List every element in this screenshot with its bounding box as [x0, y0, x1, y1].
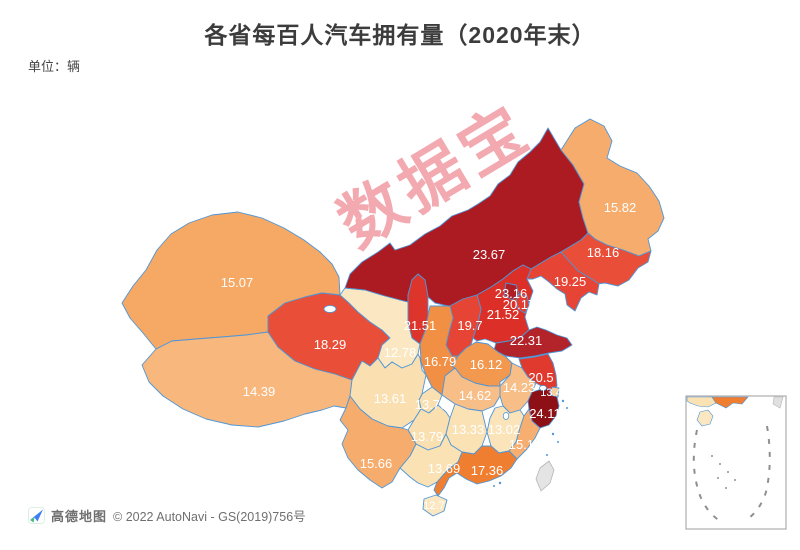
inset-dash-line-left: [692, 429, 724, 524]
label-hunan: 13.33: [452, 422, 485, 437]
label-neimenggu: 23.67: [473, 247, 506, 262]
qinghai-lake: [323, 305, 337, 313]
south-china-sea-inset: [685, 395, 787, 530]
label-hubei: 14.62: [459, 388, 492, 403]
inset-island-speck: [734, 479, 736, 481]
copyright-text: © 2022 AutoNavi - GS(2019)756号: [113, 510, 306, 524]
inset-island-speck: [717, 477, 719, 479]
inset-island-speck: [711, 455, 713, 457]
province-guangxi: [399, 433, 463, 488]
inset-island-speck: [727, 471, 729, 473]
label-qinghai: 18.29: [314, 337, 347, 352]
label-jilin: 18.16: [587, 245, 620, 260]
label-guangxi: 13.69: [428, 461, 461, 476]
amap-logo-icon: [28, 507, 45, 524]
province-shanghai: [549, 386, 560, 398]
island-dot: [546, 454, 548, 456]
province-fujian: [508, 408, 541, 460]
label-zhejiang: 24.11: [529, 406, 561, 421]
province-hainan: [422, 494, 448, 517]
label-guizhou: 13.79: [411, 429, 444, 444]
inset-hainan: [696, 409, 714, 427]
label-shanghai: 13.4: [540, 387, 561, 399]
inset-taiwan: [772, 396, 784, 409]
label-tianjin: 20.17: [503, 297, 536, 312]
inset-dash-line-right: [744, 425, 771, 522]
label-guangdong: 17.36: [471, 463, 504, 478]
label-yunnan: 15.66: [360, 456, 393, 471]
island-dot: [561, 399, 565, 403]
province-yunnan: [339, 395, 417, 489]
label-xizang: 14.39: [243, 384, 276, 399]
inset-island-speck: [725, 487, 727, 489]
province-tianjin: [515, 293, 530, 314]
page-title: 各省每百人汽车拥有量（2020年末）: [204, 22, 596, 48]
label-anhui: 14.23: [503, 380, 536, 395]
amap-brand-text: 高德地图: [51, 509, 108, 524]
label-ningxia: 21.51: [404, 318, 437, 333]
island-dot: [551, 432, 555, 436]
label-gansu: 12.78: [384, 345, 417, 360]
label-jiangsu: 20.5: [528, 370, 553, 385]
label-jiangxi: 13.02: [488, 422, 521, 437]
poyang-lake: [502, 412, 510, 420]
label-shandong: 22.31: [510, 333, 543, 348]
unit-label: 单位：辆: [28, 59, 81, 74]
label-fujian: 15.18: [509, 437, 542, 452]
label-shanxi: 19.7: [457, 318, 482, 333]
label-liaoning: 19.25: [554, 274, 587, 289]
label-hainan: 12.7: [423, 500, 444, 512]
province-ningxia: [407, 273, 429, 345]
label-sichuan: 13.61: [374, 391, 407, 406]
island-dot: [498, 481, 502, 485]
inset-island-speck: [719, 463, 721, 465]
island-dot: [566, 407, 568, 409]
province-taiwan: [535, 460, 555, 492]
label-chongqing: 13.76: [415, 397, 448, 412]
label-shaanxi: 16.79: [424, 354, 457, 369]
tai-lake: [539, 385, 547, 391]
label-henan: 16.12: [470, 357, 503, 372]
province-shandong: [493, 326, 573, 359]
province-hebei: [472, 264, 534, 344]
island-dot: [557, 441, 559, 443]
label-hebei: 21.52: [487, 307, 520, 322]
island-dot: [493, 485, 495, 487]
label-beijing: 23.16: [495, 286, 528, 301]
inset-coast-guangdong: [711, 396, 749, 409]
label-xinjiang: 15.07: [221, 275, 254, 290]
province-beijing: [503, 282, 520, 301]
map-attribution: 高德地图 © 2022 AutoNavi - GS(2019)756号: [28, 506, 306, 525]
label-heilongjiang: 15.82: [604, 200, 637, 215]
province-liaoning: [526, 251, 600, 312]
